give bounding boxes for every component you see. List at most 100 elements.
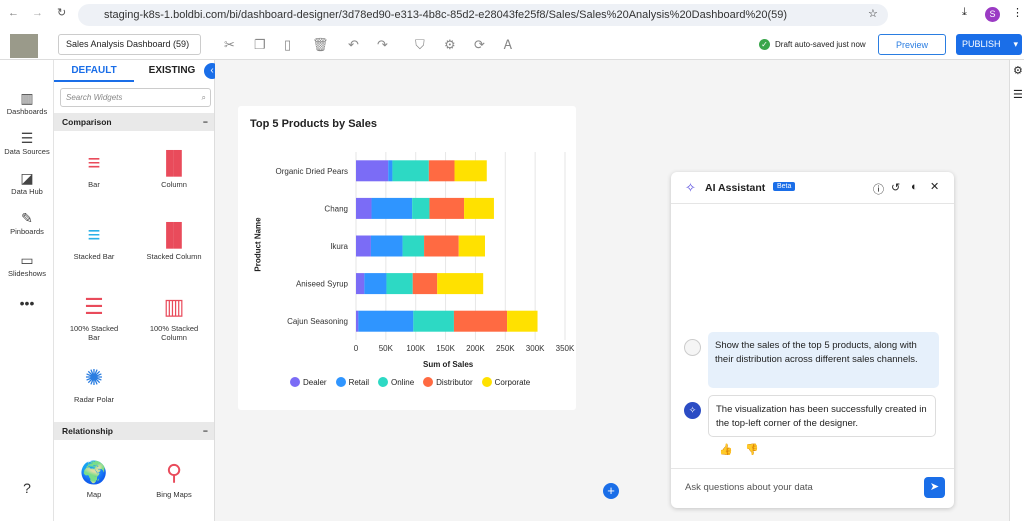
help-icon[interactable]: ? — [23, 480, 31, 496]
user-avatar-icon — [684, 339, 701, 356]
url-bar[interactable]: staging-k8s-1.boldbi.com/bi/dashboard-de… — [78, 4, 888, 26]
copy-icon[interactable]: ❐ — [254, 37, 266, 52]
bar-segment-retail — [358, 310, 414, 332]
pin-icon: ✎ — [21, 210, 33, 226]
bar-segment-online — [386, 273, 413, 295]
search-widgets-input[interactable]: Search Widgets ⌕ — [60, 88, 211, 107]
check-icon: ✓ — [759, 39, 770, 50]
reset-icon[interactable]: ↺ — [891, 182, 901, 194]
stacked-bar-100-icon: ☰ — [84, 294, 104, 319]
ask-input[interactable]: Ask questions about your data — [685, 482, 813, 493]
tab-default[interactable]: DEFAULT — [54, 60, 134, 82]
section-comparison[interactable]: Comparison − — [54, 113, 214, 131]
filter-icon[interactable]: ⛉ — [415, 37, 425, 52]
avatar[interactable]: S — [985, 7, 1000, 22]
paste-icon[interactable]: ▯ — [284, 37, 292, 52]
more-icon[interactable]: ••• — [19, 295, 35, 311]
right-rail: ⚙ ☰ — [1009, 60, 1024, 521]
y-tick-label: Chang — [324, 204, 348, 213]
stacked-column-100-icon: ▥ — [163, 294, 185, 319]
widget-100-stacked-column[interactable]: ▥ 100% Stacked Column — [144, 294, 204, 342]
y-tick-label: Cajun Seasoning — [287, 317, 348, 326]
legend-item[interactable]: Retail — [335, 377, 369, 387]
column-icon: ▐▌ — [158, 150, 190, 175]
ai-title: AI Assistant — [705, 182, 766, 194]
nav-pinboards[interactable]: ✎ Pinboards — [0, 210, 54, 236]
reload-icon[interactable]: ↻ — [57, 7, 67, 19]
delete-icon[interactable]: 🗑 — [312, 37, 329, 52]
legend-item[interactable]: Distributor — [423, 377, 473, 387]
cut-icon[interactable]: ✂ — [224, 37, 235, 52]
undo-icon[interactable]: ↶ — [348, 37, 359, 52]
bot-message: The visualization has been successfully … — [708, 395, 936, 437]
user-message: Show the sales of the top 5 products, al… — [708, 332, 939, 388]
gear-icon[interactable]: ⚙ — [1013, 65, 1023, 77]
widget-bar[interactable]: ≡ Bar — [64, 150, 124, 189]
bar-segment-dealer — [356, 310, 359, 332]
back-icon[interactable]: ← — [8, 7, 19, 19]
redo-icon[interactable]: ↷ — [377, 37, 388, 52]
translate-icon[interactable]: Ꭺ — [504, 37, 513, 52]
beta-badge: Beta — [773, 182, 796, 191]
x-tick-label: 350K — [556, 344, 575, 353]
widget-bing-maps[interactable]: ⚲ Bing Maps — [144, 460, 204, 499]
tab-existing[interactable]: EXISTING — [148, 65, 196, 76]
x-tick-label: 100K — [406, 344, 425, 353]
section-relationship[interactable]: Relationship − — [54, 422, 214, 440]
y-tick-label: Organic Dried Pears — [276, 167, 348, 176]
nav-data-sources[interactable]: ☰ Data Sources — [0, 130, 54, 156]
chart-title: Top 5 Products by Sales — [250, 118, 377, 130]
widget-radar-polar[interactable]: ✺ Radar Polar — [64, 365, 124, 404]
bar-segment-corporate — [454, 160, 487, 182]
menu-icon[interactable]: ⋮ — [1012, 7, 1023, 19]
hub-icon: ◪ — [20, 170, 34, 186]
nav-dashboards[interactable]: ▥ Dashboards — [0, 90, 54, 116]
left-nav: ▥ Dashboards ☰ Data Sources ◪ Data Hub ✎ Pin… — [0, 60, 54, 521]
dashboard-name-input[interactable]: Sales Analysis Dashboard (59) — [58, 34, 201, 55]
download-icon[interactable]: ⤓ — [962, 6, 967, 18]
star-icon[interactable]: ☆ — [868, 8, 878, 20]
x-tick-label: 150K — [436, 344, 455, 353]
legend-item[interactable]: Corporate — [481, 377, 530, 387]
close-icon[interactable]: ✕ — [930, 181, 940, 193]
bar-segment-corporate — [437, 273, 484, 295]
stacked-column-icon: ▐▌ — [158, 222, 190, 247]
legend-item[interactable]: Dealer — [290, 377, 327, 387]
y-axis-title: Product Name — [253, 217, 263, 272]
widget-stacked-bar[interactable]: ≡ Stacked Bar — [64, 222, 124, 261]
widget-100-stacked-bar[interactable]: ☰ 100% Stacked Bar — [64, 294, 124, 342]
widget-column[interactable]: ▐▌ Column — [144, 150, 204, 189]
forward-icon[interactable]: → — [32, 7, 43, 19]
preview-button[interactable]: Preview — [878, 34, 946, 55]
chart-widget[interactable]: Top 5 Products by Sales 0 50K 100K 150K 200K… — [238, 106, 576, 410]
bar-segment-dealer — [356, 273, 365, 295]
slideshow-icon: ▭ — [20, 252, 34, 268]
send-button[interactable]: ➤ — [924, 477, 945, 498]
publish-button[interactable]: PUBLISH ▾ — [956, 34, 1022, 55]
nav-slideshows[interactable]: ▭ Slideshows — [0, 252, 54, 278]
stacked-bar-icon: ≡ — [87, 222, 101, 247]
widget-stacked-column[interactable]: ▐▌ Stacked Column — [144, 222, 204, 261]
database-icon[interactable]: ☰ — [1013, 89, 1023, 101]
refresh-icon[interactable]: ⟳ — [474, 37, 485, 52]
y-tick-label: Ikura — [330, 242, 348, 251]
caret-down-icon[interactable]: ▾ — [1013, 39, 1018, 49]
theme-icon[interactable]: ◐ — [911, 181, 918, 193]
widget-map[interactable]: 🌍 Map — [64, 460, 124, 499]
help-icon[interactable]: ⓘ — [873, 184, 884, 196]
thumbs-up-icon[interactable]: 👍 — [719, 444, 733, 456]
nav-data-hub[interactable]: ◪ Data Hub — [0, 170, 54, 196]
legend-item[interactable]: Online — [378, 377, 414, 387]
thumbs-down-icon[interactable]: 👎 — [745, 444, 759, 456]
database-icon: ☰ — [20, 130, 34, 146]
bar-segment-retail — [388, 160, 393, 182]
settings-doc-icon[interactable]: ⚙ — [444, 37, 456, 52]
add-widget-button[interactable]: + — [603, 483, 619, 499]
bar-segment-distributor — [424, 235, 459, 257]
widget-panel: DEFAULT EXISTING ‹ Search Widgets ⌕ Compa… — [54, 60, 220, 521]
map-icon: 🌍 — [80, 460, 108, 485]
bar-chart-icon: ▥ — [20, 90, 34, 106]
bar-segment-online — [402, 235, 425, 257]
bot-avatar-icon: ✧ — [684, 402, 701, 419]
x-tick-label: 50K — [379, 344, 394, 353]
